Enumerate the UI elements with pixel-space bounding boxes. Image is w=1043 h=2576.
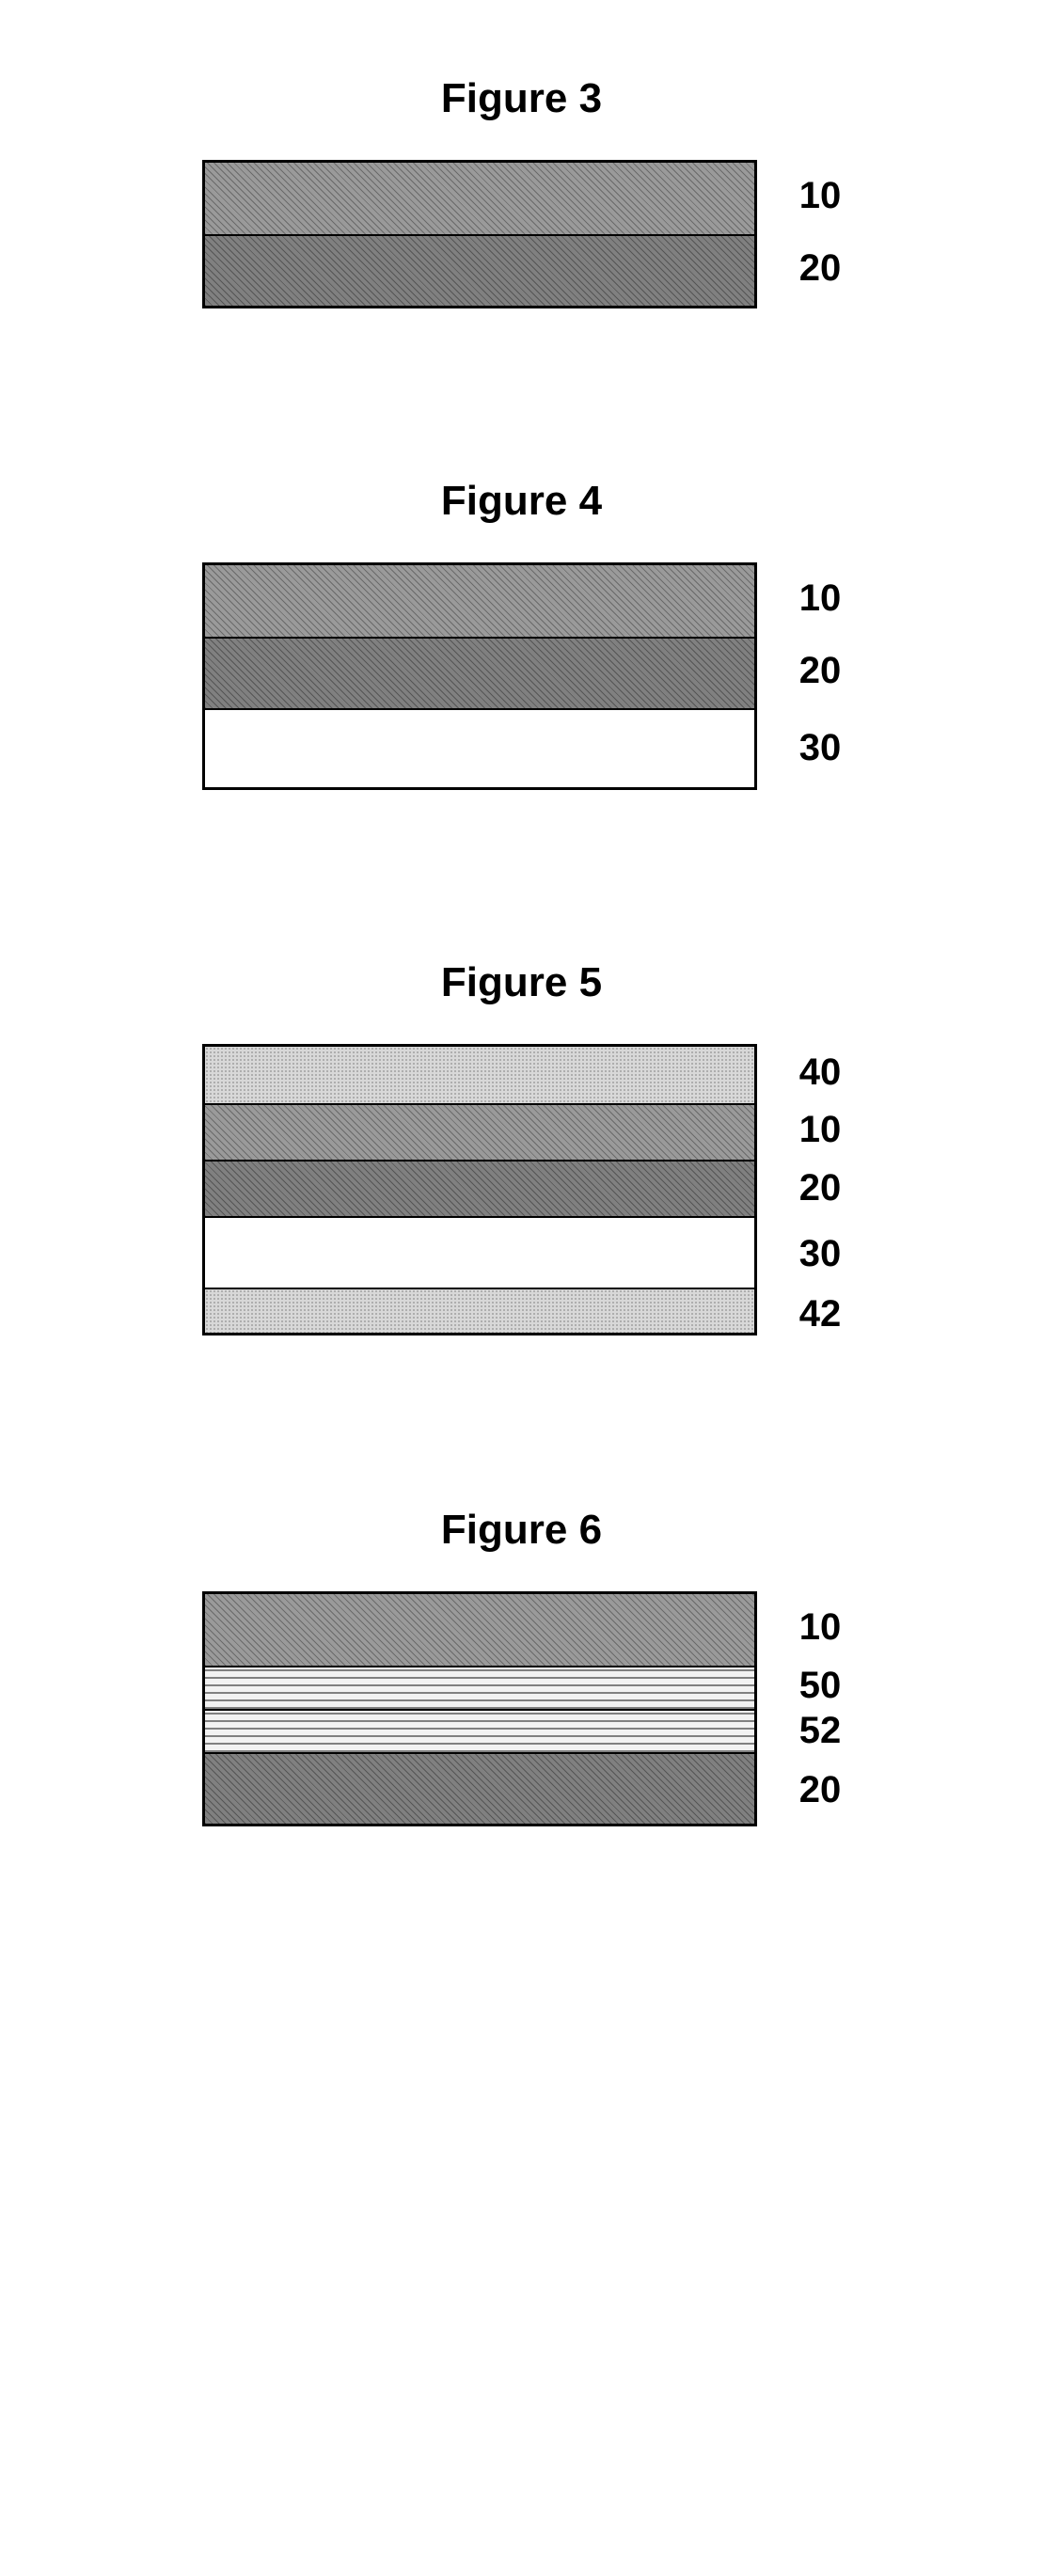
figure-block: Figure 3 1020: [38, 75, 1005, 308]
layer-label: 50: [799, 1663, 842, 1708]
layer-label: 40: [799, 1044, 842, 1100]
layer-label: 10: [799, 160, 842, 231]
labels-column: 4010203042: [799, 1044, 842, 1337]
layer-label: 52: [799, 1708, 842, 1753]
layer-label: 20: [799, 634, 842, 707]
figure-body: 1020: [202, 160, 842, 308]
figure-title: Figure 3: [441, 75, 602, 122]
layer-stack: [202, 160, 757, 308]
figure-block: Figure 5 4010203042: [38, 959, 1005, 1337]
figure-title: Figure 4: [441, 478, 602, 525]
layer-stack: [202, 1591, 757, 1826]
layer-label: 20: [799, 1753, 842, 1826]
layer: [205, 1752, 754, 1824]
layer-label: 10: [799, 562, 842, 634]
layer-stack: [202, 1044, 757, 1335]
layer: [205, 234, 754, 306]
figure-title: Figure 5: [441, 959, 602, 1006]
layer: [205, 1666, 754, 1709]
figure-title: Figure 6: [441, 1507, 602, 1554]
labels-column: 10505220: [799, 1591, 842, 1826]
figure-block: Figure 6 10505220: [38, 1507, 1005, 1826]
layer: [205, 708, 754, 787]
labels-column: 102030: [799, 562, 842, 788]
layer: [205, 1594, 754, 1666]
figure-body: 10505220: [202, 1591, 842, 1826]
layer-stack: [202, 562, 757, 790]
figure-body: 4010203042: [202, 1044, 842, 1337]
layer: [205, 1047, 754, 1103]
layer-label: 10: [799, 1100, 842, 1159]
figure-block: Figure 4 102030: [38, 478, 1005, 790]
layer: [205, 163, 754, 234]
layer-label: 30: [799, 1217, 842, 1290]
layer: [205, 637, 754, 708]
layer: [205, 1216, 754, 1288]
layer: [205, 1160, 754, 1216]
layer-label: 20: [799, 1159, 842, 1217]
layer: [205, 1103, 754, 1160]
layer: [205, 565, 754, 637]
layer-label: 42: [799, 1290, 842, 1337]
layer-label: 30: [799, 707, 842, 788]
figure-body: 102030: [202, 562, 842, 790]
layer: [205, 1709, 754, 1752]
figures-container: Figure 31020Figure 4102030Figure 5401020…: [38, 75, 1005, 1826]
labels-column: 1020: [799, 160, 842, 305]
layer-label: 20: [799, 231, 842, 305]
layer-label: 10: [799, 1591, 842, 1663]
layer: [205, 1288, 754, 1333]
